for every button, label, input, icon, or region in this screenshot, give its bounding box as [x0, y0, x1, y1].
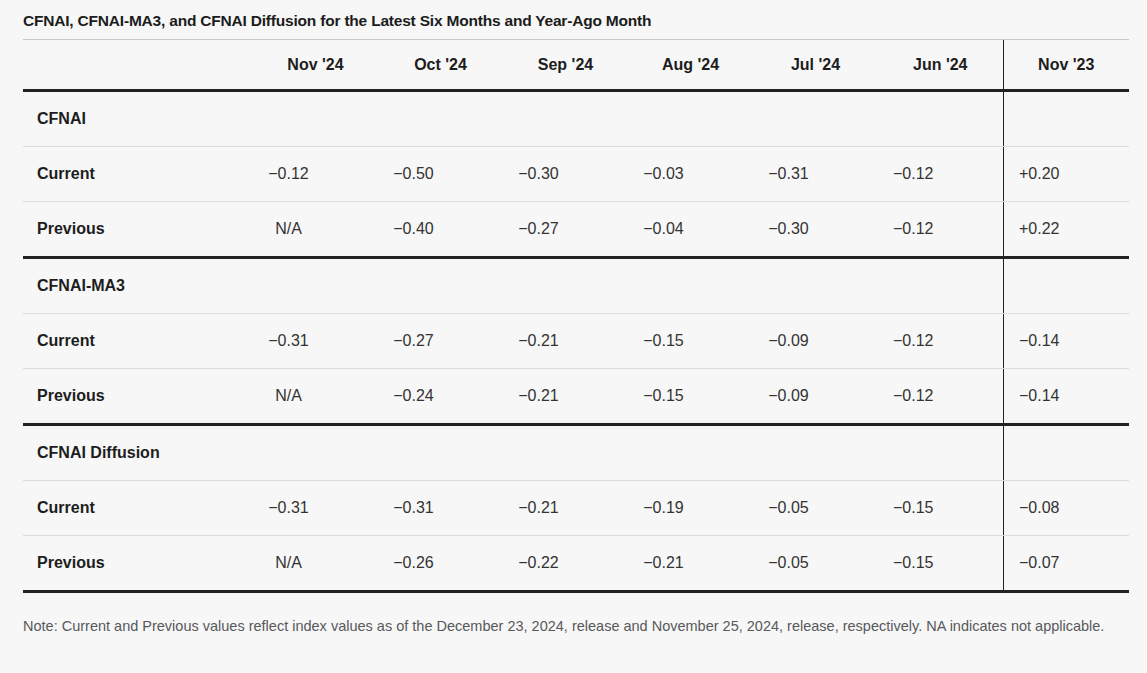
section-row-cfnai-diffusion: CFNAI Diffusion: [23, 425, 1129, 481]
year-ago-value-cell: −0.07: [1003, 536, 1129, 592]
value-cell: −0.40: [378, 202, 503, 258]
column-header-aug24: Aug '24: [628, 40, 753, 91]
value-cell: −0.15: [628, 314, 753, 369]
section-year-ago-spacer: [1003, 425, 1129, 481]
value-cell: −0.05: [753, 481, 878, 536]
value-cell: −0.26: [378, 536, 503, 592]
column-header-sep24: Sep '24: [503, 40, 628, 91]
section-row-cfnai-ma3: CFNAI-MA3: [23, 258, 1129, 314]
data-row-diffusion-current: Current −0.31 −0.31 −0.21 −0.19 −0.05 −0…: [23, 481, 1129, 536]
section-year-ago-spacer: [1003, 258, 1129, 314]
row-label-cell: Previous: [23, 536, 253, 592]
data-row-ma3-previous: Previous N/A −0.24 −0.21 −0.15 −0.09 −0.…: [23, 369, 1129, 425]
value-cell: −0.31: [378, 481, 503, 536]
value-cell: −0.09: [753, 314, 878, 369]
value-cell: N/A: [253, 202, 378, 258]
row-label-cell: Previous: [23, 369, 253, 425]
value-cell: −0.19: [628, 481, 753, 536]
section-title: CFNAI Diffusion: [23, 425, 1003, 481]
row-label-cell: Current: [23, 481, 253, 536]
year-ago-value-cell: −0.14: [1003, 314, 1129, 369]
page-title: CFNAI, CFNAI-MA3, and CFNAI Diffusion fo…: [23, 10, 1129, 40]
value-cell: −0.27: [378, 314, 503, 369]
row-label-cell: Previous: [23, 202, 253, 258]
data-row-diffusion-previous: Previous N/A −0.26 −0.22 −0.21 −0.05 −0.…: [23, 536, 1129, 592]
cfnai-summary-panel: CFNAI, CFNAI-MA3, and CFNAI Diffusion fo…: [23, 10, 1129, 637]
year-ago-value-cell: −0.14: [1003, 369, 1129, 425]
column-header-blank: [23, 40, 253, 91]
column-header-jun24: Jun '24: [878, 40, 1003, 91]
value-cell: −0.12: [878, 369, 1003, 425]
value-cell: −0.12: [253, 147, 378, 202]
row-label-cell: Current: [23, 314, 253, 369]
value-cell: −0.15: [628, 369, 753, 425]
row-label-cell: Current: [23, 147, 253, 202]
year-ago-value-cell: +0.22: [1003, 202, 1129, 258]
value-cell: −0.31: [753, 147, 878, 202]
value-cell: N/A: [253, 536, 378, 592]
value-cell: −0.30: [503, 147, 628, 202]
value-cell: −0.24: [378, 369, 503, 425]
value-cell: −0.12: [878, 147, 1003, 202]
data-row-cfnai-previous: Previous N/A −0.40 −0.27 −0.04 −0.30 −0.…: [23, 202, 1129, 258]
value-cell: −0.30: [753, 202, 878, 258]
value-cell: −0.15: [878, 536, 1003, 592]
value-cell: −0.21: [503, 481, 628, 536]
value-cell: −0.27: [503, 202, 628, 258]
value-cell: −0.09: [753, 369, 878, 425]
table-header-row: Nov '24 Oct '24 Sep '24 Aug '24 Jul '24 …: [23, 40, 1129, 91]
value-cell: −0.31: [253, 481, 378, 536]
column-header-nov23: Nov '23: [1003, 40, 1129, 91]
data-row-ma3-current: Current −0.31 −0.27 −0.21 −0.15 −0.09 −0…: [23, 314, 1129, 369]
year-ago-value-cell: −0.08: [1003, 481, 1129, 536]
value-cell: −0.50: [378, 147, 503, 202]
year-ago-value-cell: +0.20: [1003, 147, 1129, 202]
value-cell: −0.12: [878, 202, 1003, 258]
column-header-jul24: Jul '24: [753, 40, 878, 91]
value-cell: −0.21: [503, 314, 628, 369]
section-title: CFNAI: [23, 91, 1003, 147]
value-cell: −0.03: [628, 147, 753, 202]
section-title: CFNAI-MA3: [23, 258, 1003, 314]
value-cell: −0.31: [253, 314, 378, 369]
value-cell: −0.12: [878, 314, 1003, 369]
value-cell: −0.21: [628, 536, 753, 592]
value-cell: −0.04: [628, 202, 753, 258]
value-cell: −0.21: [503, 369, 628, 425]
footnote: Note: Current and Previous values reflec…: [23, 616, 1123, 637]
value-cell: −0.15: [878, 481, 1003, 536]
column-header-nov24: Nov '24: [253, 40, 378, 91]
section-year-ago-spacer: [1003, 91, 1129, 147]
cfnai-table: Nov '24 Oct '24 Sep '24 Aug '24 Jul '24 …: [23, 40, 1129, 593]
column-header-oct24: Oct '24: [378, 40, 503, 91]
section-row-cfnai: CFNAI: [23, 91, 1129, 147]
value-cell: −0.05: [753, 536, 878, 592]
data-row-cfnai-current: Current −0.12 −0.50 −0.30 −0.03 −0.31 −0…: [23, 147, 1129, 202]
value-cell: N/A: [253, 369, 378, 425]
value-cell: −0.22: [503, 536, 628, 592]
